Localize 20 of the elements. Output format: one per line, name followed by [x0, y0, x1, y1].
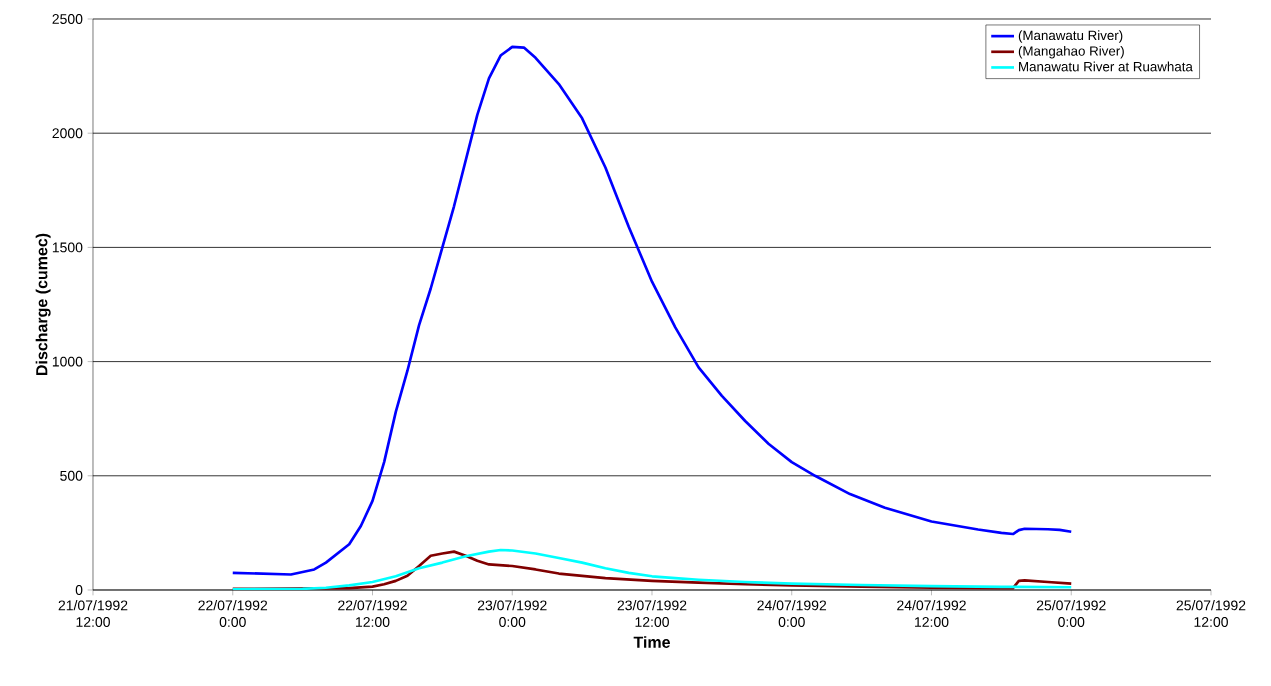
- x-tick-label: 22/07/1992 0:00: [198, 600, 268, 627]
- x-tick-label: 22/07/1992 12:00: [338, 600, 407, 627]
- x-axis-title: Time: [633, 636, 670, 648]
- x-tick-label: 24/07/1992 12:00: [897, 600, 966, 627]
- y-tick-label: 1500: [52, 242, 83, 253]
- x-tick-label: 23/07/1992 12:00: [617, 600, 687, 627]
- y-tick-label: 0: [75, 585, 83, 595]
- y-tick-label: 1000: [52, 356, 83, 367]
- y-axis-title: Discharge (cumec): [35, 233, 51, 376]
- y-tick-label: 500: [60, 470, 83, 481]
- y-tick-label: 2000: [52, 128, 83, 139]
- y-tick-label: 2500: [52, 14, 83, 24]
- x-tick-label: 25/07/1992 12:00: [1176, 600, 1246, 627]
- x-tick-label: 23/07/1992 0:00: [477, 600, 547, 627]
- x-tick-label: 25/07/1992 0:00: [1036, 600, 1106, 627]
- legend-label: (Mangahao River): [1018, 45, 1124, 59]
- x-tick-label: 24/07/1992 0:00: [757, 600, 827, 627]
- x-tick-label: 21/07/1992 12:00: [58, 600, 128, 627]
- legend-label: (Manawatu River): [1018, 30, 1123, 43]
- legend-label: Manawatu River at Ruawhata: [1019, 61, 1193, 72]
